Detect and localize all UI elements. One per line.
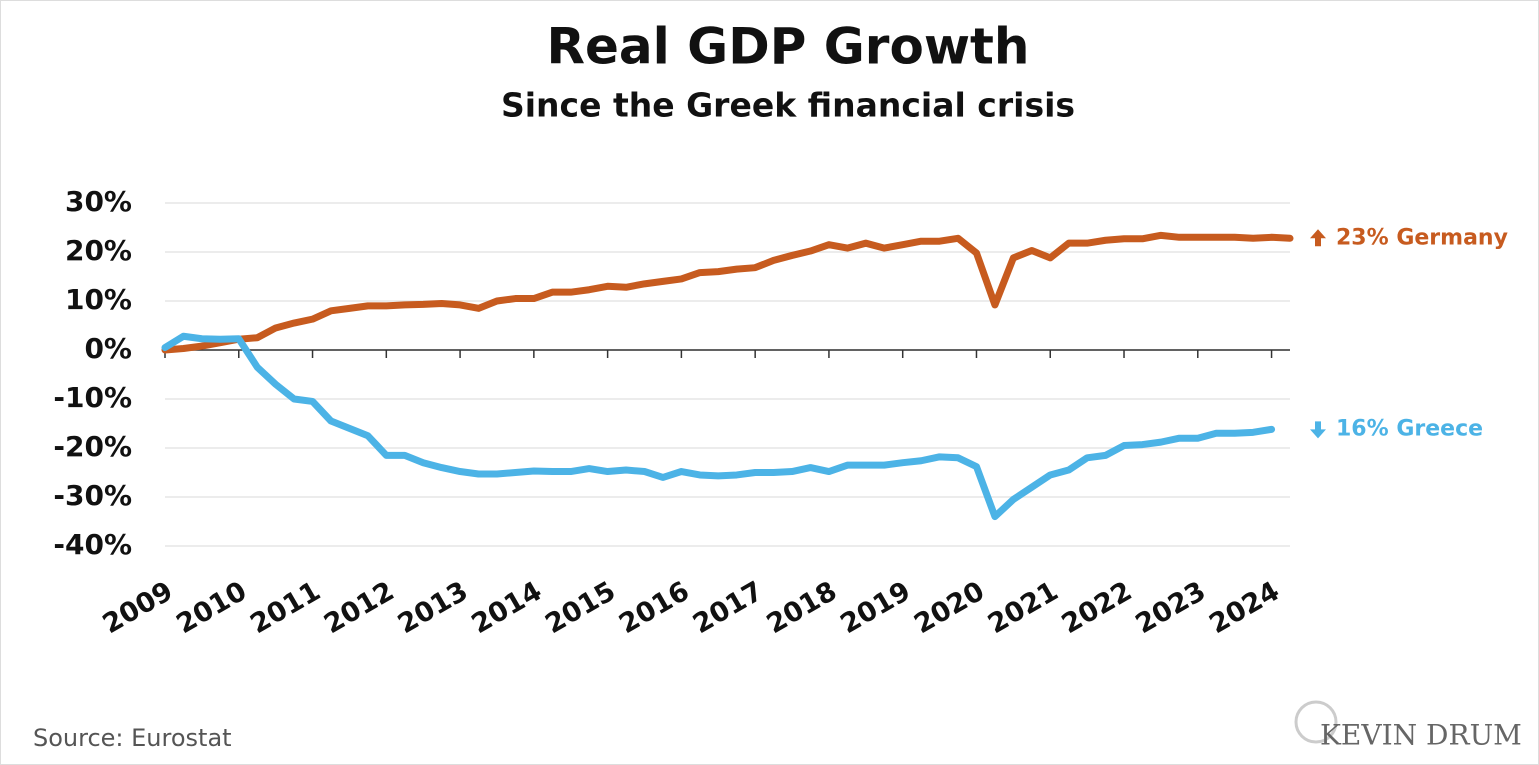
line (161, 231, 1294, 354)
y-tick-label: 20% (65, 234, 132, 267)
chart-title: Real GDP Growth (546, 18, 1029, 76)
source: Source: Eurostat (33, 724, 232, 752)
y-tick-label: -20% (53, 430, 132, 463)
legend-label: 16% Greece (1336, 416, 1483, 441)
arrow-icon (1310, 229, 1326, 247)
y-tick-label: 30% (65, 185, 132, 218)
y-tick-label: -30% (53, 479, 132, 512)
line (161, 332, 1276, 521)
y-tick-label: 0% (84, 332, 132, 365)
chart-subtitle: Since the Greek financial crisis (501, 86, 1075, 125)
logo-icon (1294, 700, 1338, 744)
arrow-icon (1310, 421, 1326, 439)
y-tick-label: 10% (65, 283, 132, 316)
y-tick-label: -10% (53, 381, 132, 414)
watermark: KEVIN DRUM (1320, 719, 1522, 752)
legend-label: 23% Germany (1336, 225, 1508, 250)
y-tick-label: -40% (53, 528, 132, 561)
